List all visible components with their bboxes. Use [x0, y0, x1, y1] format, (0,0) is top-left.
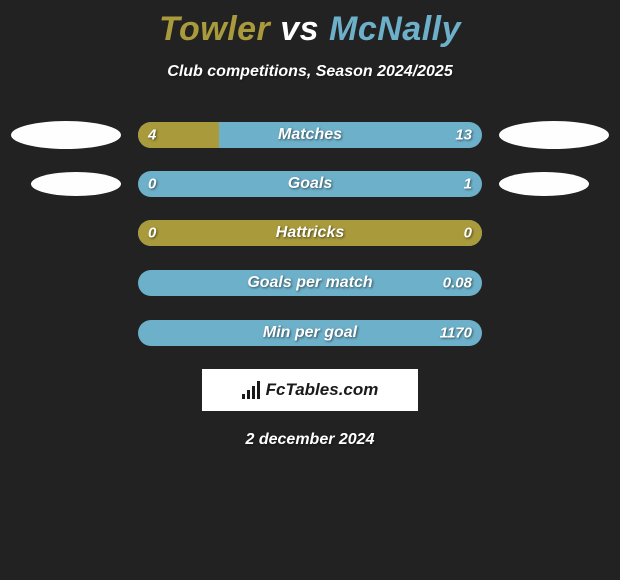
- val-left-hattricks: 0: [148, 225, 156, 242]
- val-right-goals: 1: [464, 176, 472, 193]
- player1-name: Towler: [159, 10, 270, 48]
- label-mpg: Min per goal: [263, 324, 357, 342]
- player2-name: McNally: [329, 10, 461, 48]
- bar-mpg: Min per goal 1170: [138, 320, 482, 346]
- player2-badge-matches: [499, 121, 609, 149]
- label-gpm: Goals per match: [247, 274, 372, 292]
- spacer-left-mpg: [11, 319, 121, 347]
- bar-hattricks: 0 Hattricks 0: [138, 220, 482, 246]
- val-right-matches: 13: [455, 127, 472, 144]
- logo: FcTables.com: [202, 369, 418, 411]
- stat-row-hattricks: 0 Hattricks 0: [0, 219, 620, 247]
- val-left-matches: 4: [148, 127, 156, 144]
- spacer-right-hattricks: [499, 219, 609, 247]
- spacer-right-mpg: [499, 319, 609, 347]
- bar-matches: 4 Matches 13: [138, 122, 482, 148]
- label-hattricks: Hattricks: [276, 224, 344, 242]
- stat-row-goals: 0 Goals 1: [0, 171, 620, 197]
- bar-goals: 0 Goals 1: [138, 171, 482, 197]
- date: 2 december 2024: [0, 431, 620, 449]
- stat-row-mpg: Min per goal 1170: [0, 319, 620, 347]
- label-goals: Goals: [288, 175, 332, 193]
- vs-text: vs: [280, 10, 319, 48]
- val-right-hattricks: 0: [464, 225, 472, 242]
- chart-icon: [242, 381, 260, 399]
- spacer-left-hattricks: [11, 219, 121, 247]
- logo-text: FcTables.com: [242, 380, 379, 400]
- label-matches: Matches: [278, 126, 342, 144]
- bar-gpm: Goals per match 0.08: [138, 270, 482, 296]
- val-left-goals: 0: [148, 176, 156, 193]
- player1-badge-matches: [11, 121, 121, 149]
- val-right-mpg: 1170: [440, 325, 472, 342]
- stat-row-matches: 4 Matches 13: [0, 121, 620, 149]
- stat-row-gpm: Goals per match 0.08: [0, 269, 620, 297]
- spacer-right-gpm: [499, 269, 609, 297]
- logo-label: FcTables.com: [266, 380, 379, 400]
- page-title: Towler vs McNally: [0, 0, 620, 49]
- stats-container: 4 Matches 13 0 Goals 1 0 Hattricks 0: [0, 121, 620, 347]
- player1-badge-goals: [31, 172, 121, 196]
- player2-badge-goals: [499, 172, 589, 196]
- spacer-left-gpm: [11, 269, 121, 297]
- subtitle: Club competitions, Season 2024/2025: [0, 63, 620, 81]
- val-right-gpm: 0.08: [443, 275, 472, 292]
